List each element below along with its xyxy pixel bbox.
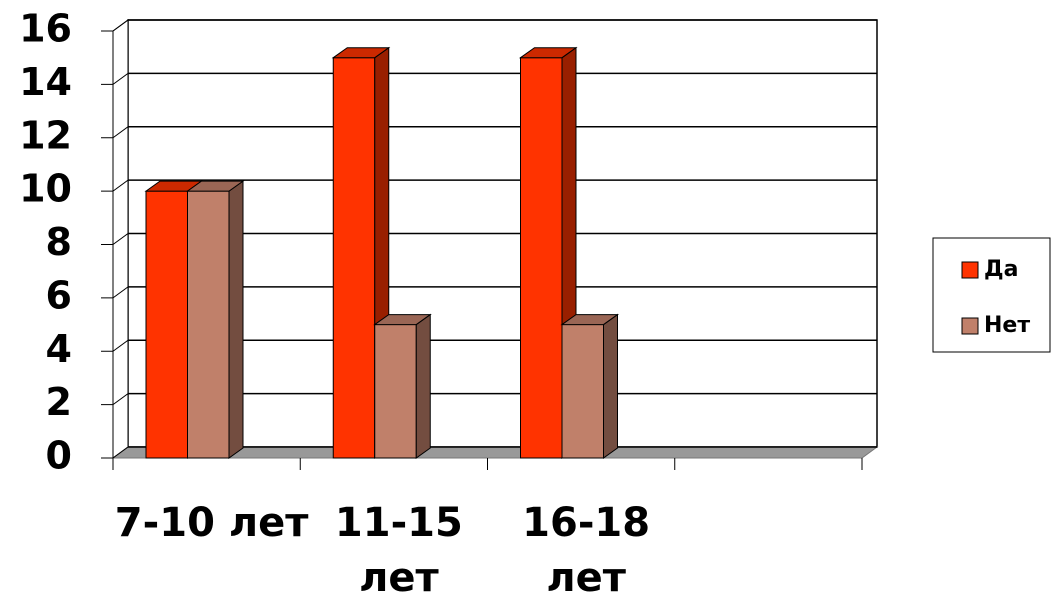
y-tick-label: 16 (19, 7, 72, 51)
legend-label: Нет (984, 313, 1030, 338)
y-tick-label: 0 (46, 434, 72, 478)
bar-front (332, 57, 376, 459)
legend-swatch (961, 317, 979, 335)
y-tick-label: 8 (46, 220, 72, 264)
y-tick-label: 14 (19, 60, 72, 104)
bar-top (185, 180, 245, 192)
bar-front (187, 190, 230, 459)
bar-top (373, 314, 432, 326)
bar-front (145, 190, 188, 459)
y-tick-label: 10 (19, 167, 72, 211)
legend-swatch (961, 261, 979, 279)
x-tick-label: 16-18 лет (522, 500, 650, 597)
grid-line (112, 393, 129, 406)
grid-line (112, 19, 129, 32)
bar-side (415, 313, 431, 459)
bar-top (518, 47, 578, 59)
bar-side (603, 313, 618, 459)
grid-line (112, 233, 129, 245)
bar-front (374, 324, 417, 459)
legend-label: Да (984, 257, 1018, 282)
y-tick-label: 4 (46, 327, 72, 371)
x-tick-label: 11-15 лет (335, 500, 463, 597)
bar-front (561, 324, 604, 459)
grid-line (112, 286, 129, 299)
grid-line (112, 339, 129, 352)
grid-line (112, 446, 129, 459)
y-tick-label: 6 (46, 273, 72, 317)
y-tick-label: 2 (46, 380, 72, 424)
legend-box (932, 237, 1051, 353)
x-tick-label: 7-10 лет (115, 500, 309, 546)
bar-side (228, 180, 244, 459)
bar-front (520, 57, 563, 459)
bar-top (331, 47, 391, 59)
bar-top (560, 314, 620, 326)
grid-line (112, 179, 129, 192)
grid-line (112, 72, 129, 85)
y-tick-label: 12 (19, 113, 72, 157)
grid-line (112, 126, 129, 139)
